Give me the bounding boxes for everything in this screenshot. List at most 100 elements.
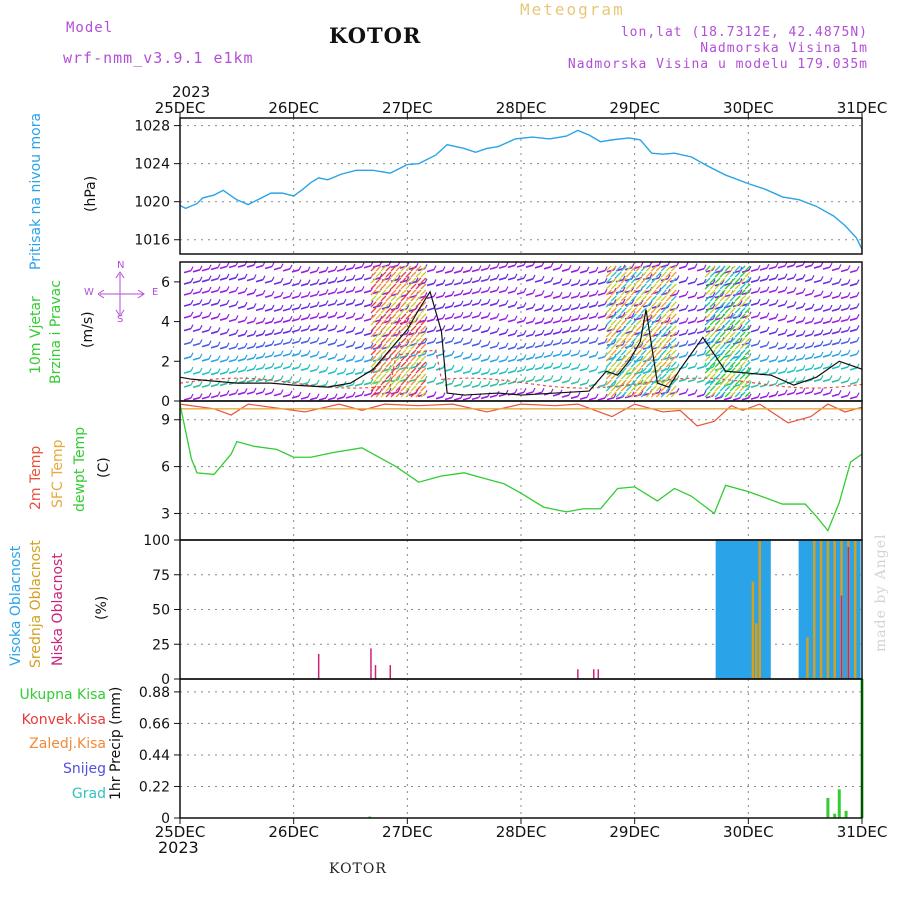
wind-barb xyxy=(795,357,804,362)
wind-barb xyxy=(460,380,464,385)
wind-gust-barb xyxy=(620,283,627,290)
wind-barb xyxy=(255,293,264,297)
wind-barb xyxy=(777,359,786,363)
wind-gust-barb xyxy=(400,379,407,386)
wind-barb xyxy=(318,270,327,274)
wind-gust-barb xyxy=(615,277,622,284)
wind-barb xyxy=(226,328,230,333)
wind-gust-barb xyxy=(719,391,726,398)
wind-barb xyxy=(777,318,786,322)
wind-barb xyxy=(687,378,696,383)
wind-barb xyxy=(552,320,561,324)
wind-barb xyxy=(786,391,795,396)
wind-barb xyxy=(831,365,840,370)
wind-barb xyxy=(759,278,768,282)
wind-barb xyxy=(802,342,806,348)
wind-barb xyxy=(541,317,545,323)
wind-barb xyxy=(307,266,311,271)
wind-barb xyxy=(775,327,779,333)
wind-barb xyxy=(228,276,237,281)
wind-barb xyxy=(831,379,840,383)
wind-barb xyxy=(307,392,311,398)
wind-barb xyxy=(210,383,219,388)
wind-gust-barb xyxy=(405,385,412,392)
wind-barb xyxy=(766,368,770,373)
wind-barb xyxy=(849,317,858,322)
wind-gust-barb xyxy=(734,295,741,302)
wind-gust-barb xyxy=(420,337,427,344)
wind-barb xyxy=(840,380,849,384)
wind-barb xyxy=(759,384,768,388)
wind-gust-barb xyxy=(400,301,407,308)
wind-barb xyxy=(570,328,579,333)
wind-barb xyxy=(487,298,491,304)
wind-barb xyxy=(192,342,201,347)
wind-gust-barb xyxy=(645,361,652,368)
wind-barb xyxy=(201,315,210,320)
wind-barb xyxy=(541,290,545,295)
wind-barb xyxy=(804,391,813,395)
wind-barb xyxy=(273,281,282,285)
wind-gust-barb xyxy=(405,391,412,398)
wind-gust-barb xyxy=(375,391,382,398)
wind-barb xyxy=(838,292,842,297)
wind-gust-barb xyxy=(630,277,637,284)
wind-barb xyxy=(201,267,210,272)
wind-gust-barb xyxy=(615,391,622,398)
wind-barb xyxy=(694,350,698,355)
wind-barb xyxy=(271,351,275,356)
wind-gust-barb xyxy=(670,337,677,344)
wind-barb xyxy=(667,330,671,335)
wind-gust-barb xyxy=(415,325,422,332)
wind-barb xyxy=(307,350,311,355)
wind-gust-barb xyxy=(385,265,392,272)
wind-barb xyxy=(237,358,246,362)
wind-gust-barb xyxy=(610,265,617,272)
wind-gust-barb xyxy=(405,331,412,338)
wind-gust-barb xyxy=(610,301,617,308)
wind-barb xyxy=(696,308,705,312)
wind-barb xyxy=(282,295,291,300)
wind-barb xyxy=(694,339,698,344)
wind-barb xyxy=(498,317,507,322)
wind-barb xyxy=(442,336,446,342)
wind-gust-barb xyxy=(719,319,726,326)
wind-barb xyxy=(433,315,437,320)
wind-barb xyxy=(795,277,804,282)
wind-barb xyxy=(244,316,248,321)
wind-gust-barb xyxy=(420,295,427,302)
wind-barb xyxy=(732,397,741,401)
wind-barb xyxy=(246,345,255,350)
wind-barb xyxy=(568,376,572,381)
wind-gust-barb xyxy=(709,391,716,398)
wind-gust-barb xyxy=(390,337,397,344)
wind-gust-barb xyxy=(739,385,746,392)
wind-gust-barb xyxy=(650,361,657,368)
wind-barb xyxy=(588,270,597,274)
wind-barb xyxy=(543,354,552,359)
wind-barb xyxy=(300,317,309,321)
wind-gust-barb xyxy=(645,277,652,284)
wind-barb xyxy=(487,312,491,317)
wind-gust-barb xyxy=(620,313,627,320)
wind-barb xyxy=(336,302,345,306)
wind-barb xyxy=(226,262,230,267)
wind-gust-barb xyxy=(714,295,721,302)
wind-barb xyxy=(840,366,849,370)
wind-barb xyxy=(235,300,239,306)
wind-barb xyxy=(399,378,408,383)
high-cloud-bar xyxy=(759,540,764,679)
high-cloud-bar xyxy=(763,540,768,679)
wind-barb xyxy=(462,303,471,307)
wind-barb xyxy=(705,395,714,399)
wind-gust-barb xyxy=(405,367,412,374)
wind-gust-barb xyxy=(640,355,647,362)
wind-barb xyxy=(694,316,698,322)
wind-barb xyxy=(433,326,437,331)
wind-gust-barb xyxy=(385,277,392,284)
wind-gust-barb xyxy=(744,271,751,278)
wind-barb xyxy=(352,286,356,291)
wind-barb xyxy=(271,340,275,345)
wind-barb xyxy=(435,381,444,386)
wind-barb xyxy=(309,304,318,309)
